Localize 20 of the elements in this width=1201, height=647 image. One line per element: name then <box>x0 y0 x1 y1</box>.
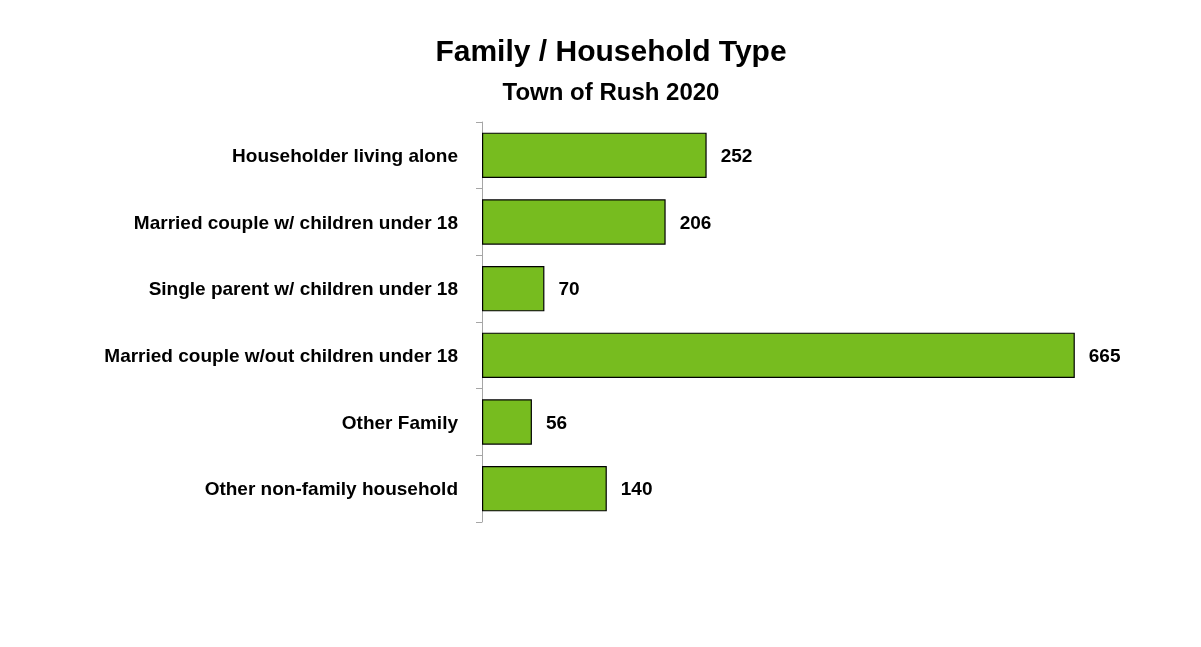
data-label: 206 <box>679 211 712 233</box>
y-tick-label: Other Family <box>341 411 459 433</box>
data-label: 252 <box>720 144 753 166</box>
data-label: 140 <box>620 478 653 500</box>
chart-title: Family / Household Type <box>435 33 787 67</box>
y-tick-label: Single parent w/ children under 18 <box>148 278 458 300</box>
data-label: 56 <box>545 411 568 433</box>
y-tick-label: Married couple w/ children under 18 <box>133 211 458 233</box>
bar <box>482 332 1075 378</box>
y-tick-label: Householder living alone <box>232 144 458 166</box>
bar <box>482 399 532 445</box>
chart-subtitle: Town of Rush 2020 <box>502 77 720 105</box>
y-tick-label: Other non-family household <box>204 478 458 500</box>
y-tick-label: Married couple w/out children under 18 <box>104 344 458 366</box>
data-label: 70 <box>558 278 580 300</box>
bar <box>482 199 666 245</box>
bar <box>482 132 707 178</box>
data-label: 665 <box>1088 344 1121 366</box>
bar <box>482 466 607 512</box>
bar <box>482 266 545 312</box>
